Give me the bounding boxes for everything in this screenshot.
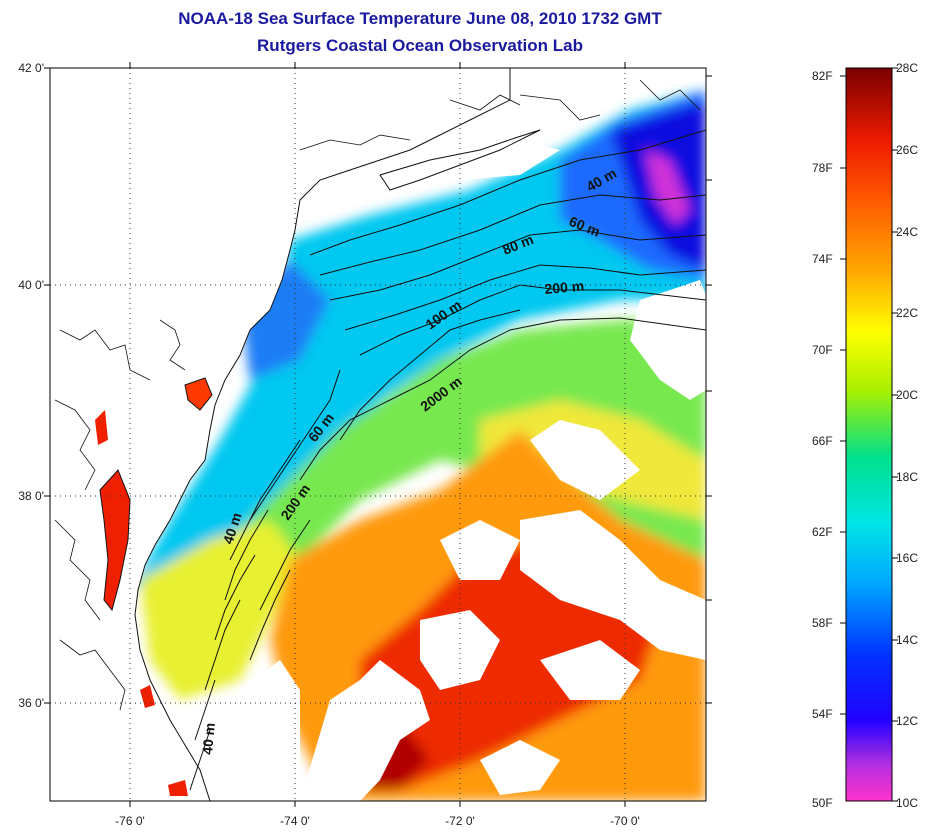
magenta-cold-patch (645, 150, 690, 225)
colorbar-c-label: 20C (896, 388, 919, 402)
lon-label: -74 0' (280, 814, 310, 828)
colorbar-f-label: 78F (812, 161, 833, 175)
lat-label: 38 0' (18, 489, 44, 503)
yellow-water-region (140, 520, 300, 700)
contour-label: 200 m (544, 278, 585, 297)
colorbar-f-label: 58F (812, 616, 833, 630)
colorbar-c-label: 10C (896, 796, 919, 810)
lon-label: -76 0' (115, 814, 145, 828)
graticule (50, 68, 706, 801)
colorbar-c-label: 18C (896, 470, 919, 484)
delaware-bay (184, 377, 213, 411)
lon-label: -70 0' (610, 814, 640, 828)
colorbar-f-label: 82F (812, 69, 833, 83)
colorbar-f-label: 66F (812, 434, 833, 448)
colorbar-c-label: 28C (896, 61, 919, 75)
colorbar-c-label: 16C (896, 551, 919, 565)
bathymetry-contours (189, 129, 706, 791)
colorbar-c-label: 24C (896, 225, 919, 239)
colorbar (845, 67, 893, 802)
lat-label: 36 0' (18, 696, 44, 710)
contour-label: 40 m (199, 722, 218, 755)
lon-label: -72 0' (445, 814, 475, 828)
colorbar-f-label: 70F (812, 343, 833, 357)
long-island (379, 129, 541, 191)
colorbar-f-label: 74F (812, 252, 833, 266)
colorbar-f-label: 50F (812, 796, 833, 810)
colorbar-f-label: 54F (812, 707, 833, 721)
colorbar-c-label: 12C (896, 714, 919, 728)
map-subtitle: Rutgers Coastal Ocean Observation Lab (257, 36, 583, 55)
map-frame (49, 67, 707, 802)
chesapeake-bay (99, 469, 131, 612)
land-mass (50, 68, 511, 801)
lat-label: 42 0' (18, 61, 44, 75)
colorbar-c-label: 14C (896, 633, 919, 647)
colorbar-c-label: 22C (896, 306, 919, 320)
lat-label: 40 0' (18, 278, 44, 292)
map-title: NOAA-18 Sea Surface Temperature June 08,… (178, 9, 662, 28)
colorbar-c-label: 26C (896, 143, 919, 157)
colorbar-f-label: 62F (812, 525, 833, 539)
